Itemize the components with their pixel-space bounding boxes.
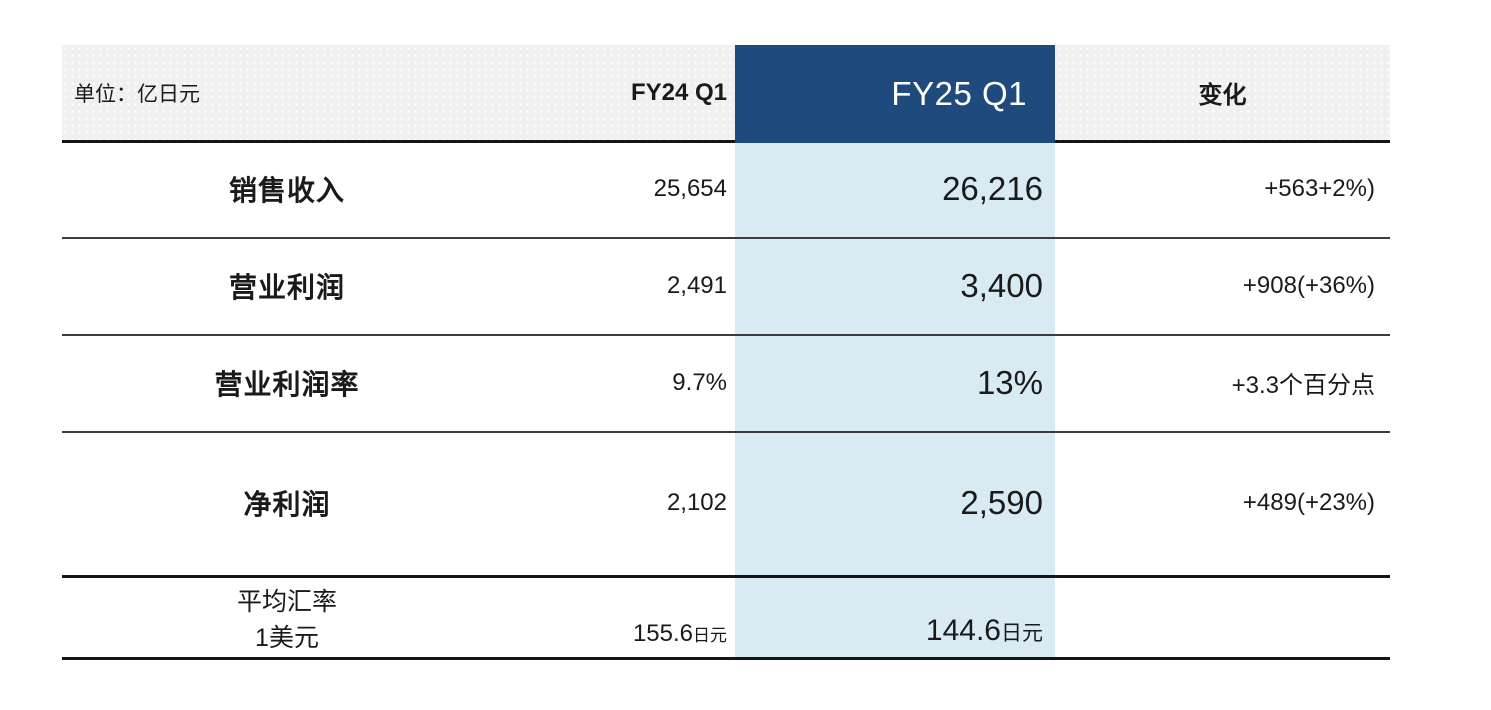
fy25-value: 26,216 bbox=[942, 169, 1043, 207]
change-value: +3.3个百分点 bbox=[1231, 372, 1375, 399]
change-value: +563+2%) bbox=[1264, 174, 1375, 202]
table-row: 销售收入 25,654 26,216 +563+2%) bbox=[62, 140, 1390, 237]
exchange-rate-label-line2: 1美元 bbox=[255, 624, 319, 652]
fy24-value: 9.7% bbox=[672, 368, 727, 396]
fy25-value: 2,590 bbox=[960, 484, 1043, 521]
exchange-rate-row: 平均汇率 1美元 155.6日元 144.6日元 bbox=[62, 575, 1390, 657]
table-row: 营业利润率 9.7% 13% +3.3个百分点 bbox=[62, 334, 1390, 431]
fy24-exchange-rate-unit: 日元 bbox=[693, 626, 727, 645]
header-rule-left bbox=[62, 140, 735, 143]
fy25-highlight-column bbox=[735, 140, 1055, 657]
table-header-row: 单位：亿日元 FY24 Q1 变化 bbox=[62, 45, 1390, 140]
fy24-value: 25,654 bbox=[653, 174, 727, 202]
header-band bbox=[62, 45, 1390, 140]
header-rule-right bbox=[1055, 140, 1390, 143]
quarterly-results-table: FY25 Q1 单位：亿日元 FY24 Q1 变化 销售收入 25,654 26… bbox=[62, 45, 1390, 660]
fy25-exchange-rate-value: 144.6 bbox=[925, 614, 1001, 647]
row-divider bbox=[62, 237, 1390, 239]
fy25-header-cell: FY25 Q1 bbox=[735, 45, 1055, 143]
table-row: 营业利润 2,491 3,400 +908(+36%) bbox=[62, 237, 1390, 334]
fy24-exchange-rate: 155.6日元 bbox=[512, 575, 735, 657]
exchange-rate-label-line1: 平均汇率 bbox=[236, 588, 337, 616]
fy24-value: 2,102 bbox=[666, 489, 727, 516]
change-value: +489(+23%) bbox=[1242, 489, 1375, 516]
change-column-header: 变化 bbox=[1198, 82, 1247, 109]
row-label: 销售收入 bbox=[228, 174, 345, 206]
fy25-value: 13% bbox=[976, 363, 1043, 401]
change-value: +908(+36%) bbox=[1242, 271, 1375, 299]
footer-rule-top bbox=[62, 575, 1390, 578]
fy24-value: 2,491 bbox=[666, 271, 727, 299]
fy25-exchange-rate: 144.6日元 bbox=[735, 575, 1055, 657]
fy25-column-header: FY25 Q1 bbox=[891, 75, 1027, 112]
row-divider bbox=[62, 334, 1390, 336]
row-label: 营业利润 bbox=[228, 271, 345, 303]
footer-rule-bottom bbox=[62, 657, 1390, 660]
exchange-rate-label: 平均汇率 1美元 bbox=[62, 575, 512, 657]
table-row: 净利润 2,102 2,590 +489(+23%) bbox=[62, 431, 1390, 575]
fy25-value: 3,400 bbox=[960, 266, 1043, 304]
fy24-exchange-rate-value: 155.6 bbox=[632, 620, 693, 647]
row-divider bbox=[62, 431, 1390, 433]
fy25-exchange-rate-unit: 日元 bbox=[1001, 622, 1043, 645]
row-label: 净利润 bbox=[243, 489, 331, 520]
fy24-column-header: FY24 Q1 bbox=[630, 78, 727, 106]
unit-label: 单位：亿日元 bbox=[74, 82, 200, 106]
change-value-empty bbox=[1055, 575, 1390, 657]
row-label: 营业利润率 bbox=[214, 368, 360, 400]
